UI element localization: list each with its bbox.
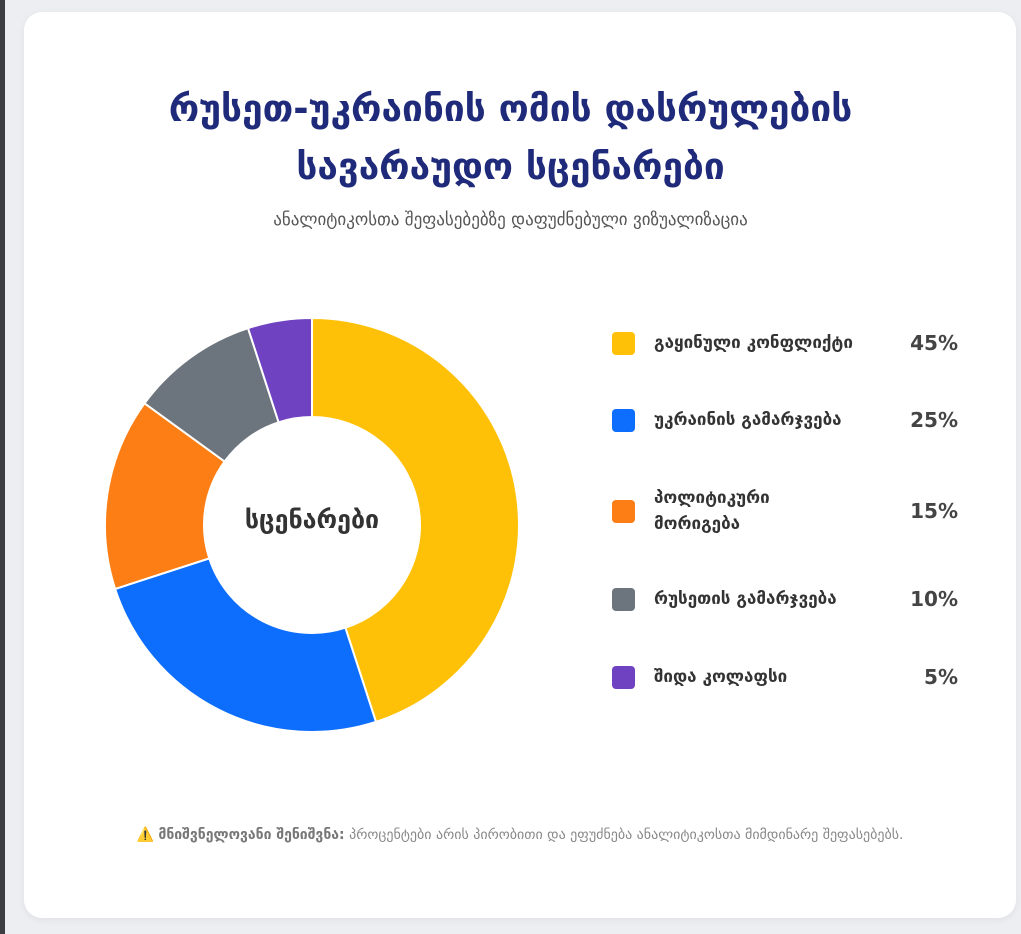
legend-label: უკრაინის გამარჯვება bbox=[654, 410, 842, 430]
page-subtitle: ანალიტიკოსთა შეფასებებზე დაფუძნებული ვიზ… bbox=[273, 210, 748, 230]
legend-label: რუსეთის გამარჯვება bbox=[654, 589, 837, 609]
legend-label: შიდა კოლაფსი bbox=[654, 667, 788, 687]
doughnut-chart bbox=[104, 316, 520, 733]
window-edge bbox=[0, 0, 5, 934]
legend-item[interactable]: გაყინული კონფლიქტი 45% bbox=[612, 330, 962, 356]
legend-swatch bbox=[612, 665, 635, 689]
legend-swatch bbox=[612, 331, 635, 355]
center-label: სცენარები bbox=[244, 505, 380, 534]
title-line-2: სავარაუდო სცენარები bbox=[296, 145, 725, 188]
legend-item[interactable]: შიდა კოლაფსი 5% bbox=[612, 664, 962, 690]
legend-label: პოლიტიკური მორიგება bbox=[654, 488, 770, 534]
legend-value: 5% bbox=[924, 665, 958, 689]
note-text: პროცენტები არის პირობითი და ეფუძნება ანა… bbox=[344, 827, 904, 843]
donut-slice-1[interactable] bbox=[311, 316, 520, 724]
legend-item[interactable]: პოლიტიკური მორიგება 15% bbox=[612, 485, 962, 537]
legend-item[interactable]: უკრაინის გამარჯვება 25% bbox=[612, 407, 962, 433]
legend-value: 25% bbox=[910, 408, 958, 432]
legend-value: 10% bbox=[910, 587, 958, 611]
donut-slice-2[interactable] bbox=[113, 557, 378, 733]
legend-swatch bbox=[612, 587, 635, 611]
legend-swatch bbox=[612, 499, 635, 523]
title-line-1: რუსეთ-უკრაინის ომის დასრულების bbox=[168, 87, 853, 130]
legend-swatch bbox=[612, 408, 635, 432]
legend-value: 15% bbox=[910, 499, 958, 523]
donut-slice-3[interactable] bbox=[104, 401, 227, 591]
note-label: მნიშვნელოვანი შენიშვნა: bbox=[158, 827, 345, 843]
donut-slice-5[interactable] bbox=[246, 316, 313, 424]
footnote: ⚠️ მნიშვნელოვანი შენიშვნა: პროცენტები არ… bbox=[70, 823, 970, 847]
legend-item[interactable]: რუსეთის გამარჯვება 10% bbox=[612, 586, 962, 612]
warning-icon: ⚠️ bbox=[136, 827, 154, 843]
legend-value: 45% bbox=[910, 331, 958, 355]
legend-label: გაყინული კონფლიქტი bbox=[654, 333, 853, 353]
page-title: რუსეთ-უკრაინის ომის დასრულების სავარაუდო… bbox=[0, 80, 1021, 196]
